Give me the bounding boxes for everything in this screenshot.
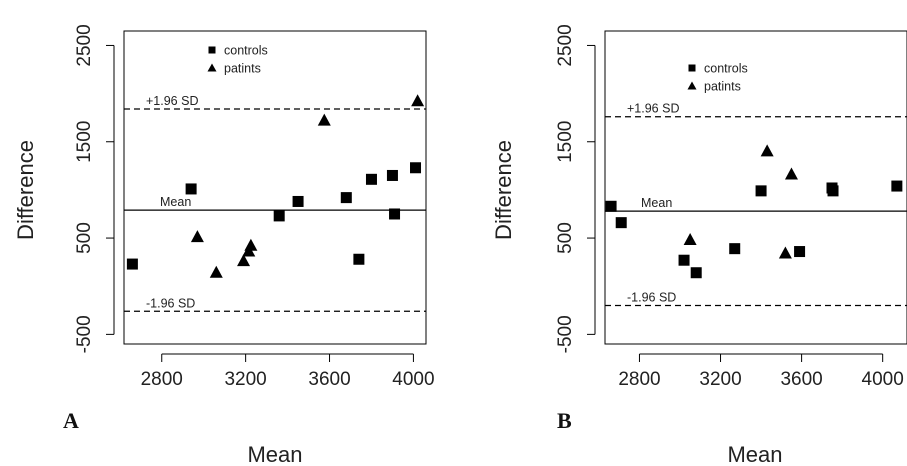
patient-point bbox=[190, 230, 204, 243]
reference-line-label: +1.96 SD bbox=[627, 102, 679, 116]
control-point bbox=[126, 258, 138, 270]
x-tick-label: 3200 bbox=[699, 369, 741, 390]
x-tick-label: 2800 bbox=[618, 369, 660, 390]
y-tick-label: 1500 bbox=[555, 121, 576, 163]
patient-point bbox=[760, 144, 774, 157]
x-tick-label: 2800 bbox=[141, 369, 183, 390]
control-point bbox=[389, 208, 401, 220]
patient-point bbox=[237, 254, 251, 267]
control-point bbox=[365, 173, 377, 185]
patient-point bbox=[209, 265, 223, 278]
panel-label: A bbox=[63, 408, 79, 433]
control-point bbox=[340, 192, 352, 204]
control-point bbox=[386, 169, 398, 181]
x-axis: 2800 3200 3600 4000 bbox=[618, 353, 904, 390]
legend-label: patints bbox=[224, 62, 261, 76]
panel-label: B bbox=[557, 408, 572, 433]
panel-a: +1.96 SD Mean -1.96 SD 2800 3200 3600 4000 -5… bbox=[13, 24, 435, 466]
control-point bbox=[353, 253, 365, 265]
legend-square-icon bbox=[688, 64, 696, 72]
y-tick-label: 500 bbox=[555, 222, 576, 254]
control-point bbox=[605, 200, 617, 212]
reference-line-label: -1.96 SD bbox=[146, 296, 195, 310]
reference-labels: +1.96 SD Mean -1.96 SD bbox=[627, 102, 679, 305]
patient-point bbox=[778, 246, 792, 259]
x-tick-label: 4000 bbox=[862, 369, 904, 390]
control-point bbox=[690, 267, 702, 279]
y-tick-label: -500 bbox=[74, 315, 95, 353]
reference-labels: +1.96 SD Mean -1.96 SD bbox=[146, 94, 198, 310]
x-axis-title: Mean bbox=[727, 442, 782, 466]
reference-lines bbox=[605, 116, 907, 307]
patient-point bbox=[317, 113, 331, 126]
data-points bbox=[605, 144, 903, 279]
x-tick-label: 3200 bbox=[224, 369, 266, 390]
control-point bbox=[292, 195, 304, 207]
reference-line-label: Mean bbox=[160, 195, 191, 209]
legend-square-icon bbox=[208, 46, 216, 54]
y-tick-label: -500 bbox=[555, 315, 576, 353]
control-point bbox=[273, 210, 285, 222]
patient-point bbox=[411, 94, 425, 107]
y-axis-title: Difference bbox=[13, 140, 38, 240]
x-tick-label: 4000 bbox=[392, 369, 434, 390]
legend-label: controls bbox=[704, 62, 748, 76]
legend-label: controls bbox=[224, 44, 268, 58]
x-tick-label: 3600 bbox=[308, 369, 350, 390]
patient-point bbox=[683, 232, 697, 245]
control-point bbox=[729, 243, 741, 255]
legend-triangle-icon bbox=[687, 81, 697, 90]
plot-frame bbox=[123, 30, 427, 345]
legend-triangle-icon bbox=[207, 63, 217, 72]
x-tick-label: 3600 bbox=[780, 369, 822, 390]
y-tick-label: 2500 bbox=[74, 24, 95, 66]
control-point bbox=[891, 180, 903, 192]
control-point bbox=[185, 183, 197, 195]
y-axis: -500 500 1500 2500 bbox=[555, 24, 596, 353]
reference-line-label: -1.96 SD bbox=[627, 290, 676, 304]
control-point bbox=[615, 217, 627, 229]
panel-b: +1.96 SD Mean -1.96 SD 2800 3200 3600 4000 -5… bbox=[491, 24, 907, 466]
y-tick-label: 1500 bbox=[74, 121, 95, 163]
y-tick-label: 500 bbox=[74, 222, 95, 254]
patient-point bbox=[784, 167, 798, 180]
legend: controls patints bbox=[687, 62, 748, 94]
legend-label: patints bbox=[704, 80, 741, 94]
control-point bbox=[678, 254, 690, 266]
y-axis: -500 500 1500 2500 bbox=[74, 24, 115, 353]
data-points bbox=[126, 94, 425, 278]
x-axis: 2800 3200 3600 4000 bbox=[141, 353, 435, 390]
control-point bbox=[410, 162, 422, 174]
reference-lines bbox=[124, 108, 426, 312]
reference-line-label: +1.96 SD bbox=[146, 94, 198, 108]
patient-point bbox=[244, 238, 258, 251]
control-point bbox=[827, 185, 839, 197]
y-axis-title: Difference bbox=[491, 140, 516, 240]
control-point bbox=[794, 246, 806, 258]
control-point bbox=[755, 185, 767, 197]
x-axis-title: Mean bbox=[247, 442, 302, 466]
legend: controls patints bbox=[207, 44, 268, 76]
y-tick-label: 2500 bbox=[555, 24, 576, 66]
plot-frame bbox=[604, 30, 907, 345]
reference-line-label: Mean bbox=[641, 196, 672, 210]
